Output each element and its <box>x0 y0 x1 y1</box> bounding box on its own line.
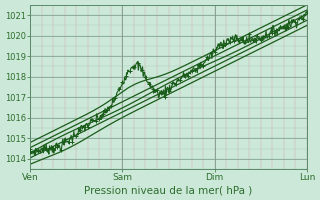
X-axis label: Pression niveau de la mer( hPa ): Pression niveau de la mer( hPa ) <box>84 185 253 195</box>
